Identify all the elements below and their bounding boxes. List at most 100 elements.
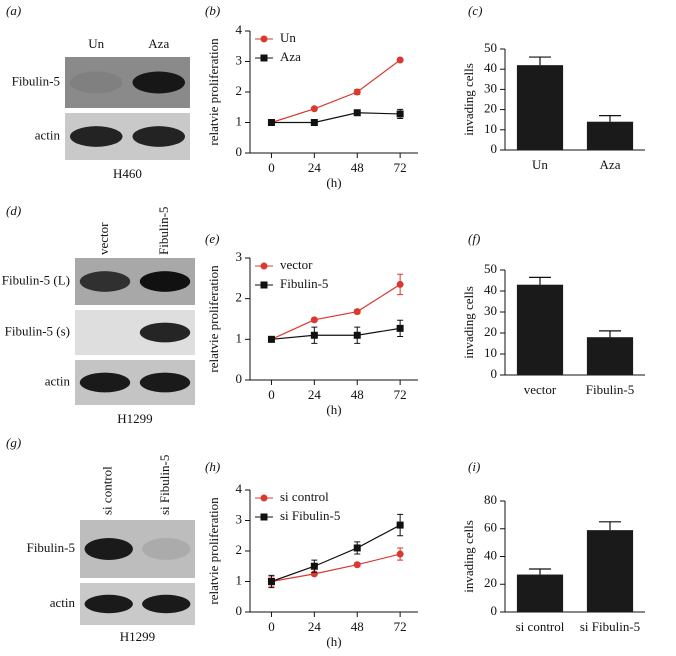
data-point — [396, 550, 404, 558]
y-tick-label: 2 — [236, 290, 243, 305]
x-tick-label: si control — [516, 619, 565, 634]
y-tick-label: 2 — [236, 542, 243, 557]
y-tick-label: 20 — [484, 575, 497, 590]
data-point — [353, 109, 361, 117]
legend-label: si control — [280, 489, 329, 504]
legend-label: si Fibulin-5 — [280, 508, 340, 523]
y-tick-label: 0 — [491, 141, 498, 156]
legend-marker — [260, 513, 268, 521]
data-point — [310, 105, 318, 113]
y-tick-label: 0 — [236, 371, 243, 386]
bar — [516, 65, 564, 150]
y-tick-label: 60 — [484, 520, 497, 535]
y-axis-label: invading cells — [461, 63, 476, 136]
x-tick-label: Un — [532, 157, 548, 172]
bar — [516, 284, 564, 375]
y-tick-label: 3 — [236, 249, 243, 264]
y-tick-label: 0 — [236, 603, 243, 618]
x-axis-label: (h) — [326, 402, 341, 417]
panel-label: (b) — [205, 3, 220, 18]
bar — [516, 574, 564, 612]
data-point — [353, 308, 361, 316]
x-tick-label: 24 — [308, 160, 322, 175]
x-tick-label: 0 — [268, 387, 275, 402]
band — [142, 594, 191, 614]
legend-label: Fibulin-5 — [280, 276, 328, 291]
band — [139, 372, 191, 393]
y-tick-label: 0 — [236, 144, 243, 159]
x-tick-label: 48 — [351, 387, 364, 402]
x-tick-label: si Fibulin-5 — [580, 619, 640, 634]
series-line — [271, 327, 401, 340]
y-tick-label: 0 — [491, 366, 498, 381]
data-point — [310, 562, 318, 570]
y-tick-label: 1 — [236, 330, 243, 345]
band — [84, 594, 133, 614]
y-tick-label: 10 — [484, 121, 497, 136]
data-point — [353, 561, 361, 569]
row-label: Fibulin-5 (s) — [5, 323, 70, 338]
legend-marker — [260, 262, 268, 270]
y-tick-label: 2 — [236, 83, 243, 98]
legend-label: vector — [280, 257, 313, 272]
lane-label: Aza — [148, 36, 169, 51]
error-bar — [599, 115, 621, 122]
y-tick-label: 4 — [236, 22, 243, 37]
x-tick-label: 24 — [308, 387, 322, 402]
data-point — [396, 56, 404, 64]
cell-line: H1299 — [117, 411, 152, 426]
band — [70, 71, 123, 94]
band — [139, 322, 191, 343]
y-axis-label: invading cells — [461, 520, 476, 593]
y-tick-label: 20 — [484, 101, 497, 116]
data-point — [267, 119, 275, 126]
legend-label: Aza — [280, 49, 301, 64]
series-line — [271, 524, 401, 583]
legend-label: Un — [280, 30, 296, 45]
band — [139, 271, 191, 292]
band — [70, 126, 123, 147]
x-tick-label: 0 — [268, 160, 275, 175]
lane-label: vector — [96, 222, 111, 255]
x-tick-label: 48 — [351, 160, 364, 175]
x-tick-label: 48 — [351, 619, 364, 634]
y-axis-label: relatvie proliferation — [206, 497, 221, 605]
x-axis-label: (h) — [326, 634, 341, 649]
y-tick-label: 30 — [484, 80, 497, 95]
data-point — [396, 280, 404, 288]
legend-marker — [260, 54, 268, 62]
panel-label: (g) — [6, 435, 21, 450]
panel-label: (h) — [205, 459, 220, 474]
x-tick-label: Aza — [600, 157, 621, 172]
error-bar — [599, 330, 621, 338]
legend-marker — [260, 494, 268, 502]
legend-marker — [260, 281, 268, 289]
data-point — [267, 335, 275, 343]
data-point — [267, 578, 275, 585]
y-tick-label: 3 — [236, 52, 243, 67]
panel-label: (i) — [468, 459, 480, 474]
band — [142, 538, 191, 560]
data-point — [353, 544, 361, 552]
y-tick-label: 80 — [484, 492, 497, 507]
data-point — [396, 521, 404, 529]
data-point — [353, 88, 361, 96]
data-point — [353, 331, 361, 339]
data-point — [396, 324, 404, 332]
x-tick-label: 0 — [268, 619, 275, 634]
cell-line: H1299 — [120, 629, 155, 644]
x-tick-label: vector — [524, 382, 557, 397]
y-tick-label: 1 — [236, 572, 243, 587]
panel-label: (f) — [468, 231, 480, 246]
cell-line: H460 — [113, 166, 142, 181]
row-label: actin — [35, 127, 61, 142]
band — [79, 372, 131, 393]
panel-label: (a) — [6, 3, 21, 18]
data-point — [310, 331, 318, 339]
x-tick-label: 72 — [394, 387, 407, 402]
data-point — [396, 110, 404, 118]
row-label: actin — [45, 373, 71, 388]
y-axis-label: invading cells — [461, 286, 476, 359]
bar — [586, 337, 634, 375]
